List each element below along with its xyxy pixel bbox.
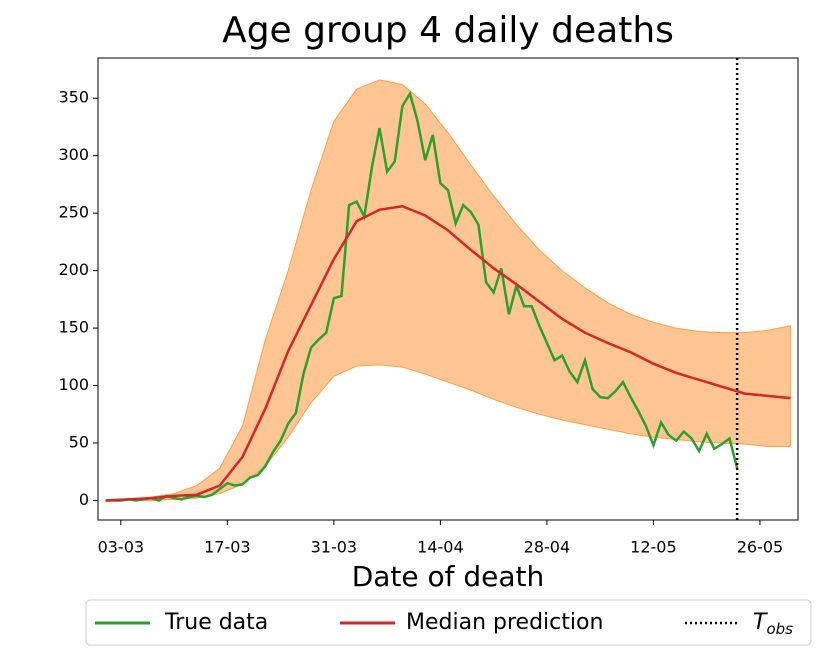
x-tick-label: 14-04 xyxy=(417,538,464,557)
y-tick-label: 200 xyxy=(58,260,89,279)
y-tick-label: 350 xyxy=(58,88,89,107)
x-tick-label: 26-05 xyxy=(737,538,784,557)
prediction-band xyxy=(105,79,791,501)
data-line xyxy=(105,90,739,502)
chart-title: Age group 4 daily deaths xyxy=(222,10,674,51)
legend-label: Median prediction xyxy=(406,610,603,635)
y-tick-label: 100 xyxy=(58,375,89,394)
legend-label-main: T xyxy=(753,610,768,635)
legend-label: Tobs xyxy=(753,610,793,638)
legend-label-subscript: obs xyxy=(766,620,793,638)
y-tick-label: 250 xyxy=(58,203,89,222)
x-tick-label: 12-05 xyxy=(630,538,677,557)
x-tick-label: 17-03 xyxy=(204,538,251,557)
x-axis-label: Date of death xyxy=(352,560,545,593)
x-tick-label: 03-03 xyxy=(98,538,145,557)
x-tick-label: 31-03 xyxy=(311,538,358,557)
y-tick-label: 50 xyxy=(69,433,89,452)
x-tick-label: 28-04 xyxy=(524,538,571,557)
legend-label: True data xyxy=(164,610,268,635)
y-tick-label: 300 xyxy=(58,145,89,164)
legend-box xyxy=(85,599,812,646)
y-tick-label: 150 xyxy=(58,318,89,337)
plot-frame xyxy=(97,57,799,521)
data-line xyxy=(105,204,791,502)
y-tick-label: 0 xyxy=(79,490,89,509)
